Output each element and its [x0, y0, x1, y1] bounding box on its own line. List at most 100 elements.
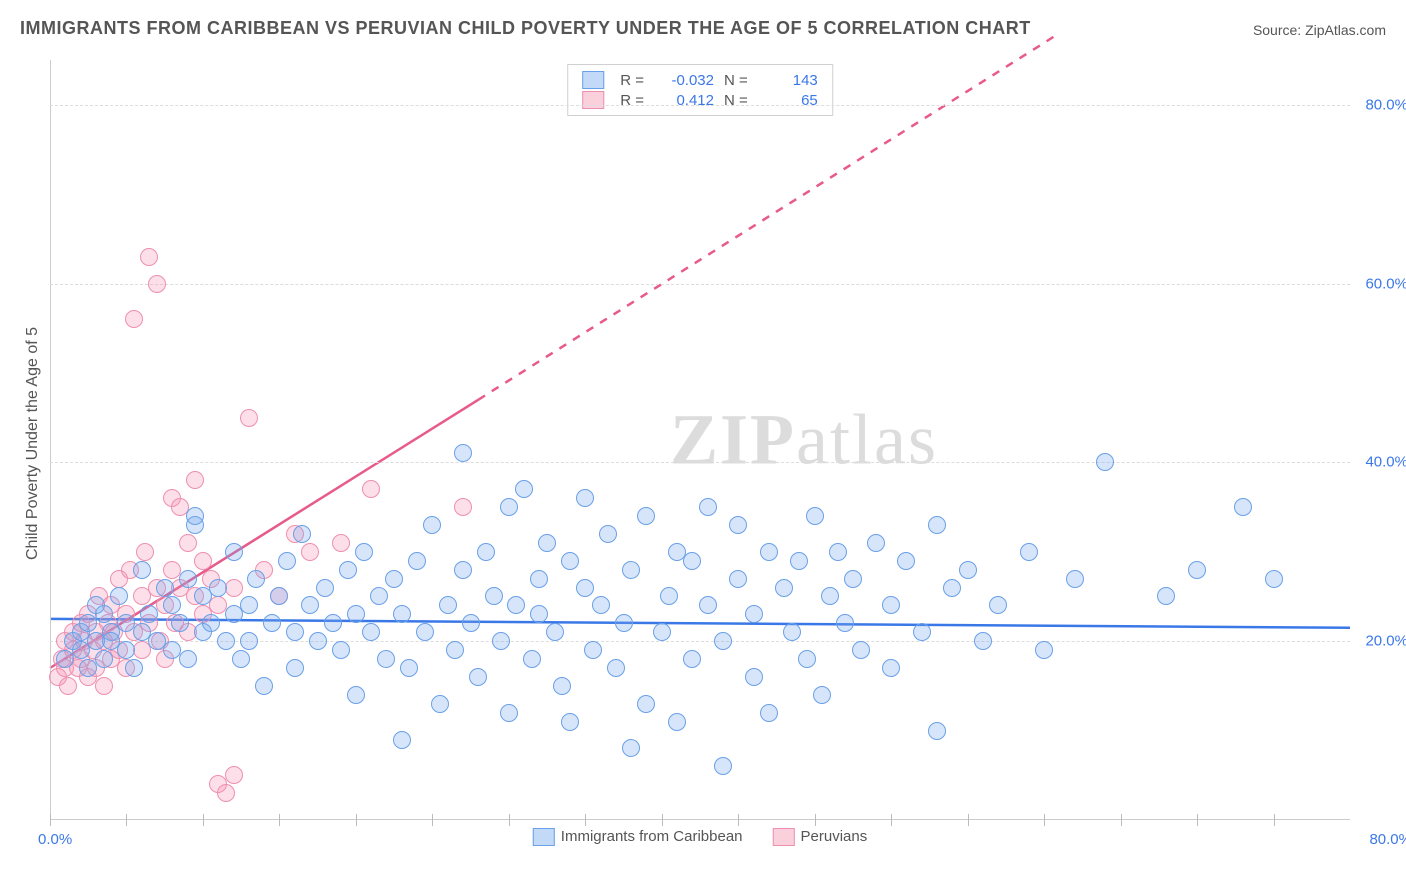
data-point [217, 632, 235, 650]
data-point [783, 623, 801, 641]
data-point [133, 561, 151, 579]
data-point [561, 713, 579, 731]
data-point [989, 596, 1007, 614]
chart-title: IMMIGRANTS FROM CARIBBEAN VS PERUVIAN CH… [20, 18, 1031, 39]
data-point [140, 248, 158, 266]
source-label: Source: ZipAtlas.com [1253, 22, 1386, 38]
trend-lines [50, 60, 1350, 820]
data-point [882, 596, 900, 614]
data-point [806, 507, 824, 525]
data-point [523, 650, 541, 668]
data-point [530, 605, 548, 623]
data-point [745, 605, 763, 623]
data-point [553, 677, 571, 695]
data-point [844, 570, 862, 588]
data-point [332, 641, 350, 659]
data-point [699, 596, 717, 614]
legend-bottom: Immigrants from Caribbean Peruvians [533, 828, 867, 846]
data-point [408, 552, 426, 570]
data-point [186, 507, 204, 525]
legend-item-2: Peruvians [773, 828, 868, 846]
data-point [561, 552, 579, 570]
data-point [745, 668, 763, 686]
legend-item-1: Immigrants from Caribbean [533, 828, 743, 846]
legend-label-1: Immigrants from Caribbean [561, 828, 743, 845]
data-point [194, 552, 212, 570]
data-point [186, 471, 204, 489]
data-point [202, 614, 220, 632]
data-point [293, 525, 311, 543]
data-point [584, 641, 602, 659]
data-point [148, 275, 166, 293]
data-point [829, 543, 847, 561]
data-point [867, 534, 885, 552]
data-point [95, 650, 113, 668]
data-point [179, 534, 197, 552]
source-link[interactable]: ZipAtlas.com [1305, 22, 1386, 38]
data-point [668, 713, 686, 731]
data-point [576, 489, 594, 507]
legend-swatch-2 [773, 828, 795, 846]
data-point [125, 659, 143, 677]
data-point [546, 623, 564, 641]
data-point [454, 498, 472, 516]
data-point [683, 650, 701, 668]
data-point [576, 579, 594, 597]
data-point [163, 596, 181, 614]
data-point [683, 552, 701, 570]
data-point [974, 632, 992, 650]
data-point [370, 587, 388, 605]
data-point [462, 614, 480, 632]
y-tick-label: 40.0% [1365, 454, 1406, 471]
data-point [355, 543, 373, 561]
data-point [729, 570, 747, 588]
data-point [209, 579, 227, 597]
data-point [660, 587, 678, 605]
data-point [416, 623, 434, 641]
data-point [117, 641, 135, 659]
data-point [1066, 570, 1084, 588]
data-point [699, 498, 717, 516]
data-point [431, 695, 449, 713]
data-point [393, 731, 411, 749]
data-point [1157, 587, 1175, 605]
x-axis-max-label: 80.0% [1369, 831, 1406, 848]
data-point [492, 632, 510, 650]
data-point [423, 516, 441, 534]
data-point [714, 632, 732, 650]
data-point [775, 579, 793, 597]
legend-swatch-1 [533, 828, 555, 846]
scatter-plot: ZIPatlas R = -0.032 N = 143 R = 0.412 N … [50, 60, 1350, 820]
data-point [171, 614, 189, 632]
data-point [913, 623, 931, 641]
data-point [928, 516, 946, 534]
data-point [324, 614, 342, 632]
data-point [247, 570, 265, 588]
data-point [599, 525, 617, 543]
data-point [622, 561, 640, 579]
data-point [179, 570, 197, 588]
data-point [1265, 570, 1283, 588]
data-point [286, 659, 304, 677]
data-point [615, 614, 633, 632]
data-point [813, 686, 831, 704]
data-point [286, 623, 304, 641]
data-point [95, 677, 113, 695]
data-point [637, 695, 655, 713]
data-point [140, 605, 158, 623]
data-point [477, 543, 495, 561]
data-point [400, 659, 418, 677]
data-point [1096, 453, 1114, 471]
data-point [852, 641, 870, 659]
data-point [232, 650, 250, 668]
data-point [125, 310, 143, 328]
data-point [454, 444, 472, 462]
data-point [607, 659, 625, 677]
data-point [959, 561, 977, 579]
data-point [347, 605, 365, 623]
data-point [836, 614, 854, 632]
data-point [821, 587, 839, 605]
data-point [59, 677, 77, 695]
data-point [217, 784, 235, 802]
data-point [760, 543, 778, 561]
